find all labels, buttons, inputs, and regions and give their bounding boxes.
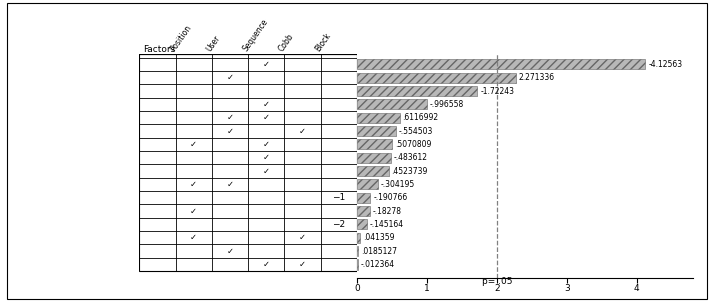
Bar bbox=[357, 206, 370, 216]
Text: ✓: ✓ bbox=[299, 127, 306, 136]
Bar bbox=[357, 233, 360, 243]
Text: -.145164: -.145164 bbox=[370, 220, 404, 229]
Text: ✓: ✓ bbox=[226, 113, 233, 122]
Text: -4.12563: -4.12563 bbox=[648, 60, 683, 69]
Text: ✓: ✓ bbox=[226, 127, 233, 136]
Bar bbox=[357, 113, 400, 123]
Text: ✓: ✓ bbox=[190, 180, 197, 189]
Text: Position: Position bbox=[169, 24, 193, 53]
Text: ✓: ✓ bbox=[263, 100, 270, 109]
Text: -.996558: -.996558 bbox=[429, 100, 463, 109]
Text: ✓: ✓ bbox=[190, 140, 197, 149]
Text: ✓: ✓ bbox=[263, 167, 270, 175]
Bar bbox=[357, 193, 371, 203]
Text: ✓: ✓ bbox=[226, 247, 233, 256]
Text: ✓: ✓ bbox=[263, 113, 270, 122]
Text: Factors: Factors bbox=[144, 45, 176, 54]
Bar bbox=[357, 153, 391, 163]
Text: .041359: .041359 bbox=[363, 233, 394, 242]
Text: -1.72243: -1.72243 bbox=[481, 87, 514, 95]
Text: .0185127: .0185127 bbox=[361, 247, 397, 256]
Bar bbox=[357, 86, 478, 96]
Text: ✓: ✓ bbox=[226, 180, 233, 189]
Text: ✓: ✓ bbox=[299, 260, 306, 269]
Text: .4523739: .4523739 bbox=[391, 167, 428, 175]
Text: ✓: ✓ bbox=[263, 60, 270, 69]
Text: ✓: ✓ bbox=[299, 233, 306, 242]
Text: −1: −1 bbox=[332, 193, 346, 202]
Text: Block: Block bbox=[313, 31, 333, 53]
Text: .5070809: .5070809 bbox=[396, 140, 432, 149]
Text: .6116992: .6116992 bbox=[403, 113, 438, 122]
Text: -.304195: -.304195 bbox=[381, 180, 416, 189]
Bar bbox=[139, 44, 357, 54]
Text: ✓: ✓ bbox=[263, 153, 270, 162]
Text: p= .05: p= .05 bbox=[481, 277, 512, 285]
Bar bbox=[357, 246, 358, 256]
Bar bbox=[357, 73, 516, 83]
Bar bbox=[357, 259, 358, 269]
Text: ✓: ✓ bbox=[263, 140, 270, 149]
Bar bbox=[357, 140, 393, 149]
Text: ✓: ✓ bbox=[263, 260, 270, 269]
Bar bbox=[357, 220, 367, 230]
Bar bbox=[357, 179, 378, 189]
Text: Sequence: Sequence bbox=[241, 18, 270, 53]
Bar bbox=[357, 59, 645, 69]
Text: -.190766: -.190766 bbox=[373, 193, 408, 202]
Bar bbox=[357, 99, 427, 109]
Text: ✓: ✓ bbox=[226, 73, 233, 82]
Text: −2: −2 bbox=[332, 220, 346, 229]
Text: Cobb: Cobb bbox=[277, 32, 296, 53]
Text: -.18278: -.18278 bbox=[373, 207, 401, 216]
Bar bbox=[357, 126, 396, 136]
Text: ✓: ✓ bbox=[190, 233, 197, 242]
Text: -.554503: -.554503 bbox=[398, 127, 433, 136]
Text: User: User bbox=[204, 34, 222, 53]
Text: ✓: ✓ bbox=[190, 207, 197, 216]
Text: -.483612: -.483612 bbox=[393, 153, 428, 162]
Text: 2.271336: 2.271336 bbox=[518, 73, 555, 82]
Bar bbox=[357, 166, 388, 176]
Text: -.012364: -.012364 bbox=[361, 260, 395, 269]
